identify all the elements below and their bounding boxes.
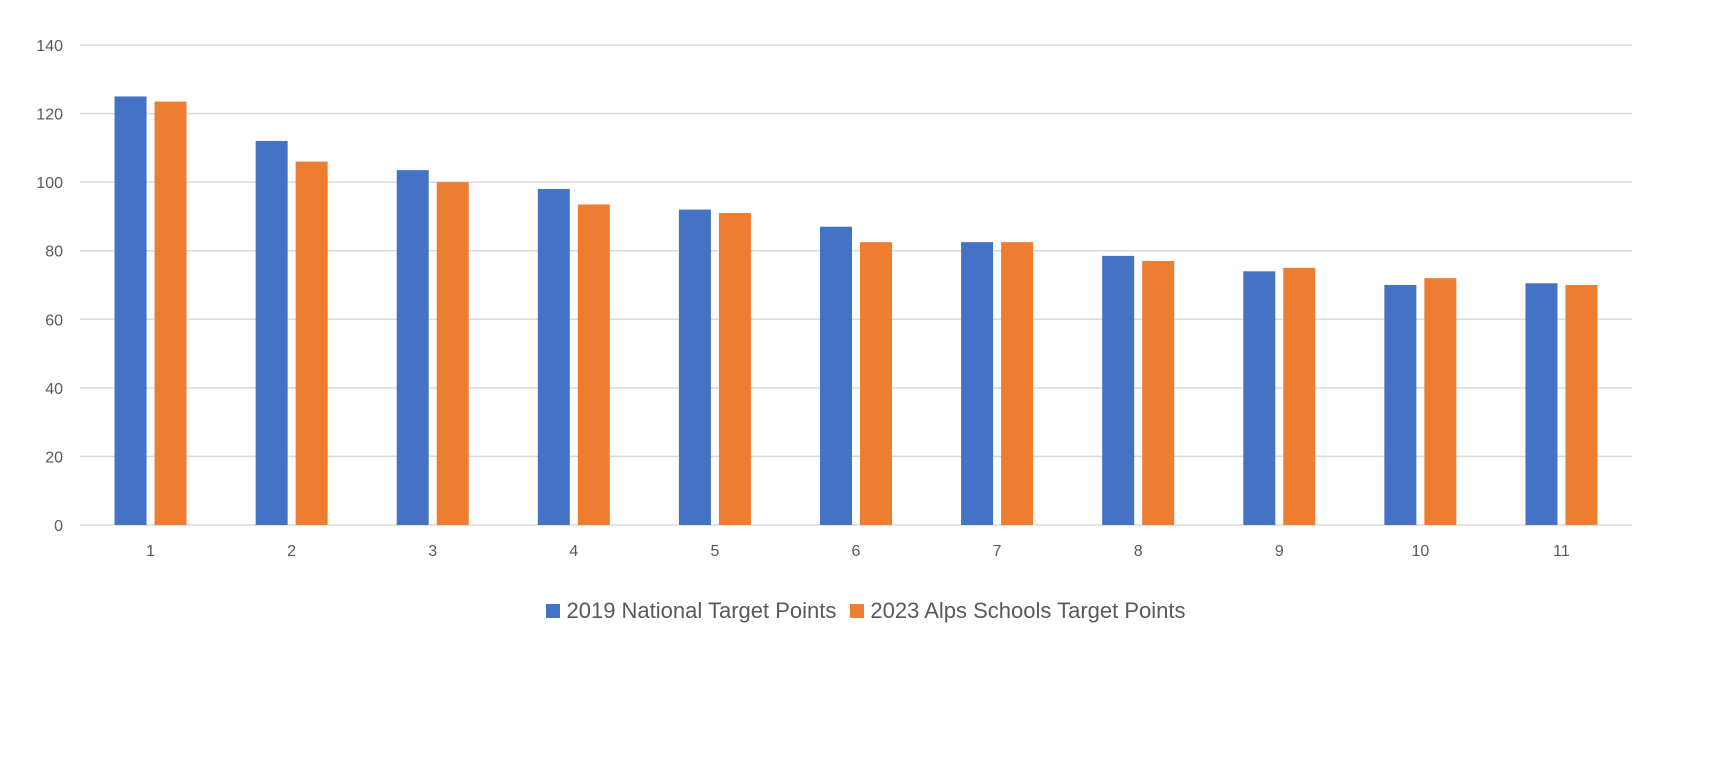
bars	[114, 96, 1598, 526]
bar-series-1-cat-7	[961, 242, 994, 525]
bar-series-1-cat-8	[1102, 255, 1135, 525]
bar-series-1-cat-1	[114, 96, 147, 525]
bar-series-2-cat-10	[1424, 278, 1457, 525]
bar-series-1-cat-2	[255, 141, 288, 525]
bar-series-2-cat-5	[718, 213, 751, 525]
x-tick-label: 4	[569, 543, 578, 560]
bar-series-1-cat-3	[396, 170, 429, 525]
y-tick-label: 0	[54, 518, 63, 535]
y-tick-label: 60	[45, 312, 63, 329]
x-tick-label: 7	[993, 543, 1002, 560]
bar-series-2-cat-9	[1283, 267, 1316, 525]
legend-swatch-series-1	[546, 604, 561, 618]
legend-label-series-1: 2019 National Target Points	[566, 598, 837, 623]
y-axis-ticks: 0 20 40 60 80 100 120 140	[36, 38, 63, 535]
x-tick-label: 5	[710, 543, 719, 560]
legend-item-series-2: 2023 Alps Schools Target Points	[850, 598, 1186, 624]
bar-series-2-cat-2	[295, 161, 328, 526]
bar-series-1-cat-10	[1384, 285, 1417, 525]
x-tick-label: 10	[1411, 543, 1429, 560]
bar-series-2-cat-8	[1142, 261, 1175, 525]
bar-series-2-cat-3	[436, 182, 469, 525]
bar-series-2-cat-11	[1565, 285, 1598, 525]
x-tick-label: 2	[287, 543, 296, 560]
bar-series-1-cat-11	[1525, 283, 1558, 525]
gridlines	[80, 44, 1632, 526]
bar-series-1-cat-4	[537, 189, 570, 525]
x-tick-label: 1	[146, 543, 155, 560]
x-tick-label: 6	[852, 543, 861, 560]
x-tick-label: 8	[1134, 543, 1143, 560]
legend: 2019 National Target Points 2023 Alps Sc…	[0, 598, 1732, 624]
legend-label-series-2: 2023 Alps Schools Target Points	[870, 598, 1186, 623]
y-tick-label: 20	[45, 449, 63, 466]
x-tick-label: 11	[1553, 543, 1570, 560]
y-tick-label: 140	[36, 38, 63, 55]
y-tick-label: 80	[45, 244, 63, 261]
bar-series-1-cat-9	[1243, 271, 1276, 525]
bar-series-2-cat-4	[577, 204, 610, 525]
x-tick-label: 9	[1275, 543, 1284, 560]
bar-series-2-cat-1	[154, 101, 187, 526]
legend-swatch-series-2	[850, 604, 865, 618]
bar-series-1-cat-6	[820, 226, 852, 525]
x-axis-ticks: 1 2 3 4 5 6 7 8 9 10 11	[146, 543, 1570, 560]
bar-series-1-cat-5	[678, 209, 711, 526]
y-tick-label: 100	[36, 175, 63, 192]
x-tick-label: 3	[428, 543, 437, 560]
y-tick-label: 120	[36, 107, 63, 124]
bar-series-2-cat-6	[860, 242, 892, 525]
legend-item-series-1: 2019 National Target Points	[546, 598, 836, 624]
bar-series-2-cat-7	[1001, 242, 1034, 525]
y-tick-label: 40	[45, 381, 63, 398]
